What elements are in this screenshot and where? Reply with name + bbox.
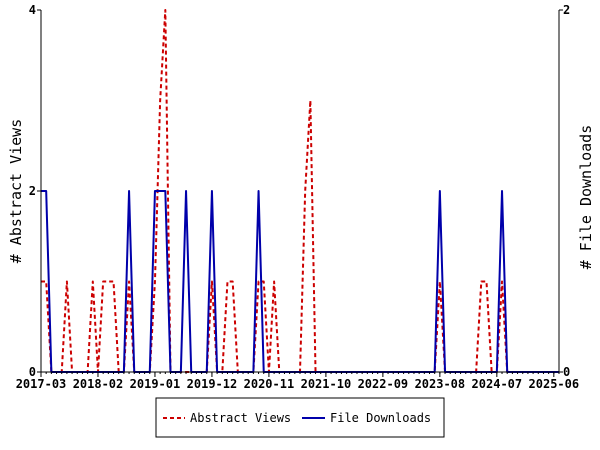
legend-label-abstract-views: Abstract Views [190,411,291,425]
y-axis-label-left: # Abstract Views [7,119,25,264]
x-tick-label: 2024-07 [472,377,523,391]
x-tick-label: 2020-11 [244,377,295,391]
x-tick-label: 2023-08 [415,377,466,391]
x-tick-label: 2019-01 [130,377,181,391]
x-tick-label: 2022-09 [358,377,409,391]
legend: Abstract Views File Downloads [155,397,445,438]
y-tick-label-right: 0 [563,365,570,379]
axes [37,9,563,377]
y-tick-label-right: 2 [563,3,570,17]
x-tick-label: 2019-12 [187,377,238,391]
x-tick-label: 2021-10 [301,377,352,391]
y-tick-label-left: 2 [29,184,36,198]
y-tick-label-left: 0 [29,365,36,379]
x-tick-label: 2018-02 [73,377,124,391]
legend-box [155,397,445,438]
x-tick-label: 2025-06 [529,377,580,391]
tick-labels: 0 2 4 0 2 2017-03 2018-02 2019-01 2019-12 2020-11… [16,3,579,391]
legend-label-file-downloads: File Downloads [330,411,431,425]
x-tick-label: 2017-03 [16,377,67,391]
y-tick-label-left: 4 [29,3,36,17]
y-axis-label-right: # File Downloads [577,125,595,270]
